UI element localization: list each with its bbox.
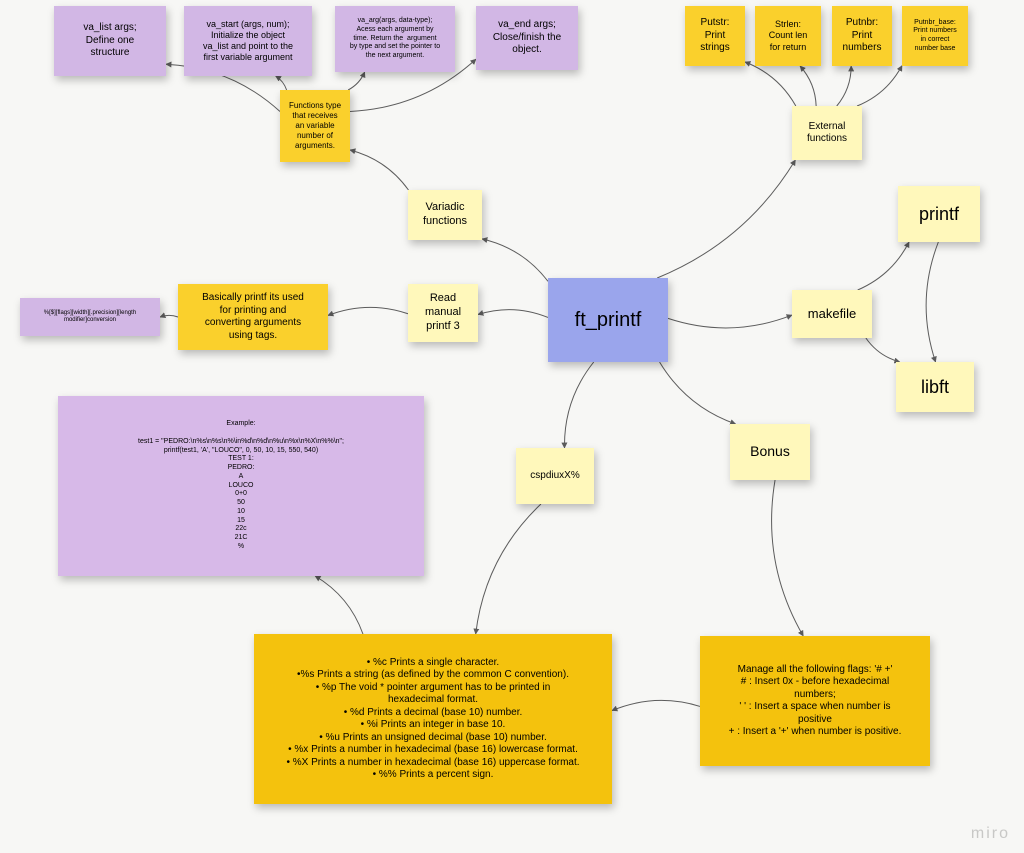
- node-va_list[interactable]: va_list args; Define one structure: [54, 6, 166, 76]
- edge-ext_funcs-putstr: [745, 62, 796, 106]
- node-manual_desc[interactable]: Basically printf its used for printing a…: [178, 284, 328, 350]
- node-putnbr[interactable]: Putnbr: Print numbers: [832, 6, 892, 66]
- edge-ext_funcs-putnbr: [837, 66, 851, 106]
- node-strlen[interactable]: Strlen: Count len for return: [755, 6, 821, 66]
- miro-watermark: miro: [971, 825, 1010, 843]
- node-center[interactable]: ft_printf: [548, 278, 668, 362]
- edge-center-makefile: [668, 315, 792, 328]
- edge-center-variadic: [482, 239, 548, 282]
- node-ext_funcs[interactable]: External functions: [792, 106, 862, 160]
- edge-variadic_desc-va_start: [276, 76, 287, 90]
- node-manual[interactable]: Read manual printf 3: [408, 284, 478, 342]
- node-example[interactable]: Example: test1 = "PEDRO:\n%s\n%s\n%\in%d…: [58, 396, 424, 576]
- edge-makefile-printf: [858, 242, 909, 290]
- edge-center-cspd: [564, 362, 593, 448]
- node-variadic[interactable]: Variadic functions: [408, 190, 482, 240]
- edge-bonus_desc-conversions: [612, 700, 700, 710]
- node-va_start[interactable]: va_start (args, num); Initialize the obj…: [184, 6, 312, 76]
- edge-conversions-example: [315, 576, 363, 634]
- edge-variadic-variadic_desc: [350, 150, 408, 190]
- edge-center-ext_funcs: [657, 160, 795, 278]
- edge-bonus-bonus_desc: [772, 480, 804, 636]
- node-bonus[interactable]: Bonus: [730, 424, 810, 480]
- node-cspd[interactable]: cspdiuxX%: [516, 448, 594, 504]
- node-tags[interactable]: %[$][flags][width][.precision][length mo…: [20, 298, 160, 336]
- edge-ext_funcs-putnbr_base: [857, 66, 902, 106]
- diagram-canvas: va_list args; Define one structure va_sta…: [0, 0, 1024, 853]
- node-variadic_desc[interactable]: Functions type that receives an variable…: [280, 90, 350, 162]
- node-va_end[interactable]: va_end args; Close/finish the object.: [476, 6, 578, 70]
- edge-printf-libft: [926, 242, 938, 362]
- edge-cspd-conversions: [476, 504, 541, 634]
- node-putnbr_base[interactable]: Putnbr_base: Print numbers in correct nu…: [902, 6, 968, 66]
- node-makefile[interactable]: makefile: [792, 290, 872, 338]
- node-libft[interactable]: libft: [896, 362, 974, 412]
- edge-makefile-libft: [866, 338, 900, 362]
- node-bonus_desc[interactable]: Manage all the following flags: '# +' # …: [700, 636, 930, 766]
- node-putstr[interactable]: Putstr: Print strings: [685, 6, 745, 66]
- node-conversions[interactable]: • %c Prints a single character. •%s Prin…: [254, 634, 612, 804]
- edge-manual-manual_desc: [328, 307, 408, 315]
- node-printf[interactable]: printf: [898, 186, 980, 242]
- edge-variadic_desc-va_arg: [348, 72, 365, 90]
- node-va_arg[interactable]: va_arg(args, data-type); Acess each argu…: [335, 6, 455, 72]
- edge-ext_funcs-strlen: [800, 66, 816, 106]
- edge-center-bonus: [660, 362, 736, 424]
- edge-manual_desc-tags: [160, 315, 178, 317]
- edge-center-manual: [478, 310, 548, 318]
